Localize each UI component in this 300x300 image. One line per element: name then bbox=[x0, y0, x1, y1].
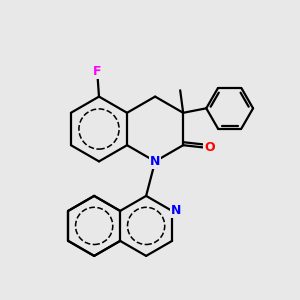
Text: N: N bbox=[150, 155, 160, 168]
Text: N: N bbox=[170, 204, 181, 218]
Text: O: O bbox=[204, 141, 214, 154]
Text: F: F bbox=[93, 65, 102, 79]
